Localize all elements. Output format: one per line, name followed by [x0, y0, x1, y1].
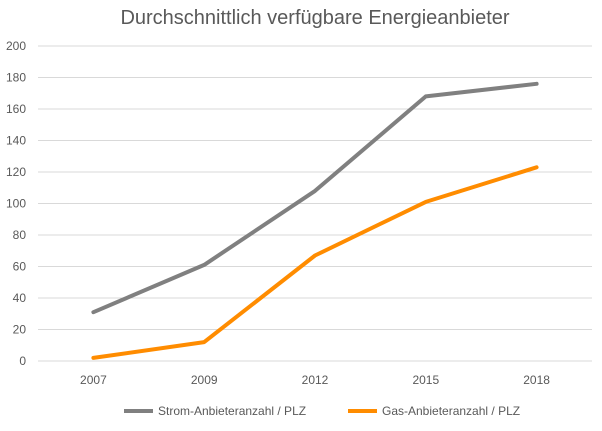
y-tick-label-140: 140	[6, 134, 26, 148]
legend-label-strom: Strom-Anbieteranzahl / PLZ	[158, 404, 306, 418]
series-line-0	[91, 81, 539, 315]
y-tick-label-160: 160	[6, 102, 26, 116]
x-tick-label-2007: 2007	[80, 373, 107, 387]
y-tick-label-60: 60	[13, 260, 27, 274]
x-tick-label-2018: 2018	[523, 373, 550, 387]
x-tick-label-2009: 2009	[191, 373, 218, 387]
y-tick-label-100: 100	[6, 197, 26, 211]
y-axis-ticks: 0 20 40 60 80 100 120 140 160 180 200	[6, 39, 26, 368]
x-tick-label-2015: 2015	[412, 373, 439, 387]
y-tick-label-20: 20	[13, 323, 27, 337]
y-tick-label-200: 200	[6, 39, 26, 53]
x-axis-ticks: 2007 2009 2012 2015 2018	[80, 373, 550, 387]
y-tick-label-120: 120	[6, 165, 26, 179]
x-tick-label-2012: 2012	[302, 373, 329, 387]
legend: Strom-Anbieteranzahl / PLZ Gas-Anbietera…	[124, 404, 520, 418]
y-tick-label-0: 0	[19, 354, 26, 368]
series-lines	[91, 81, 539, 360]
y-tick-label-180: 180	[6, 71, 26, 85]
y-tick-label-80: 80	[13, 228, 27, 242]
gridlines	[38, 45, 592, 362]
legend-label-gas: Gas-Anbieteranzahl / PLZ	[382, 404, 520, 418]
chart-title: Durchschnittlich verfügbare Energieanbie…	[120, 7, 509, 29]
y-tick-label-40: 40	[13, 291, 27, 305]
